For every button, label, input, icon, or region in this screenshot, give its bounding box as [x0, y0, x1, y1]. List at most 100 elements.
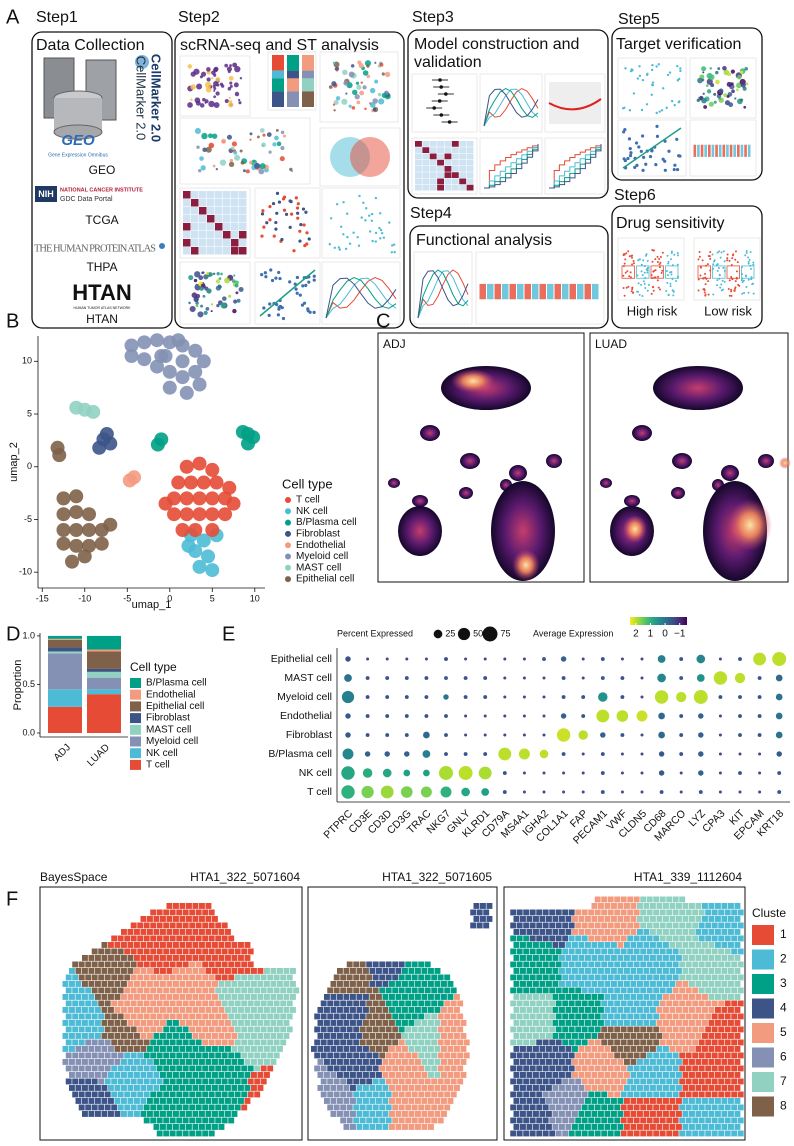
spot	[153, 1046, 160, 1052]
thumb-cell	[415, 153, 422, 160]
spot	[659, 922, 666, 929]
thumb-dot	[699, 274, 702, 277]
spot	[228, 1000, 235, 1007]
spot	[715, 929, 721, 935]
thumb-dot	[702, 71, 705, 74]
spot	[385, 1091, 392, 1098]
spot	[646, 935, 653, 942]
spot	[202, 1039, 209, 1046]
panel-label: F	[6, 888, 18, 910]
legend-swatch	[752, 949, 774, 970]
thumb-cell	[437, 153, 444, 160]
spot	[186, 1059, 192, 1065]
spot	[111, 948, 118, 955]
spot	[350, 1007, 356, 1013]
thumb-dot	[666, 274, 669, 277]
spot	[372, 1091, 379, 1098]
spot	[728, 1098, 734, 1104]
spot	[520, 1046, 526, 1052]
thumb-dot	[631, 254, 634, 257]
spot	[179, 1046, 186, 1052]
spot	[444, 1039, 451, 1046]
spot	[607, 909, 614, 916]
dot	[658, 751, 665, 757]
spot	[520, 1059, 526, 1065]
spot	[650, 955, 656, 961]
spot	[225, 1111, 231, 1117]
spot	[350, 1111, 356, 1117]
spot	[182, 1000, 189, 1007]
spot	[215, 922, 222, 929]
thumbnail	[479, 73, 543, 133]
spot	[150, 1117, 157, 1124]
spot	[728, 1072, 734, 1078]
spot	[244, 968, 251, 974]
spot	[559, 1059, 565, 1065]
thumb-cell	[451, 172, 459, 178]
spot	[705, 1117, 712, 1124]
thumb-dot	[335, 69, 338, 72]
dot	[522, 790, 526, 794]
spot	[624, 1046, 630, 1052]
spot	[333, 1104, 340, 1111]
spot	[147, 1111, 153, 1117]
spot	[666, 935, 673, 942]
spot	[195, 948, 202, 955]
thumb-dot	[208, 142, 215, 149]
thumb-dot	[390, 251, 394, 254]
spot	[353, 1104, 360, 1111]
point	[69, 523, 84, 538]
thumb-line	[417, 270, 469, 319]
spot	[737, 1130, 744, 1137]
thumb-dot	[236, 298, 241, 303]
thumb-cell	[199, 191, 207, 199]
spot	[692, 1013, 699, 1020]
spot	[715, 1007, 721, 1013]
thumb-dot	[739, 70, 744, 74]
spot	[692, 935, 699, 942]
spot	[356, 1072, 363, 1078]
thumb-cell	[215, 231, 223, 239]
spot	[721, 1007, 728, 1013]
spot	[698, 987, 705, 994]
spot	[620, 1130, 627, 1137]
thumb-box	[711, 144, 715, 157]
spot	[320, 1000, 327, 1007]
dot	[556, 728, 571, 742]
spot	[330, 1098, 337, 1104]
thumbnail	[411, 73, 478, 133]
spot	[533, 1098, 539, 1104]
spot	[581, 1117, 588, 1124]
thumb-dot	[628, 255, 631, 258]
spot	[317, 1059, 324, 1065]
spot	[169, 961, 176, 968]
thumb-dot	[623, 294, 626, 297]
spot	[594, 987, 601, 994]
thumb-dot	[204, 81, 212, 89]
spot	[91, 1000, 98, 1007]
spot	[160, 968, 166, 974]
thumb-dot	[677, 154, 681, 158]
spot	[676, 1046, 682, 1052]
spot	[627, 1130, 634, 1137]
thumb-cell	[183, 223, 191, 231]
spot	[581, 974, 588, 981]
row-label: B/Plasma cell	[268, 748, 332, 760]
spot	[192, 916, 199, 922]
dot	[640, 790, 644, 794]
spot	[460, 1033, 467, 1039]
spot	[705, 1013, 712, 1020]
spot	[424, 974, 431, 981]
dot	[738, 695, 742, 699]
spot	[682, 942, 689, 948]
spot	[552, 929, 559, 935]
spot	[434, 1085, 441, 1091]
spot	[389, 1098, 395, 1104]
spot	[212, 1020, 218, 1026]
thumb-dot	[734, 250, 737, 253]
spot	[711, 1104, 718, 1111]
spot	[450, 1013, 457, 1020]
dot	[439, 766, 453, 780]
spot	[234, 1091, 241, 1098]
spot	[134, 981, 140, 987]
